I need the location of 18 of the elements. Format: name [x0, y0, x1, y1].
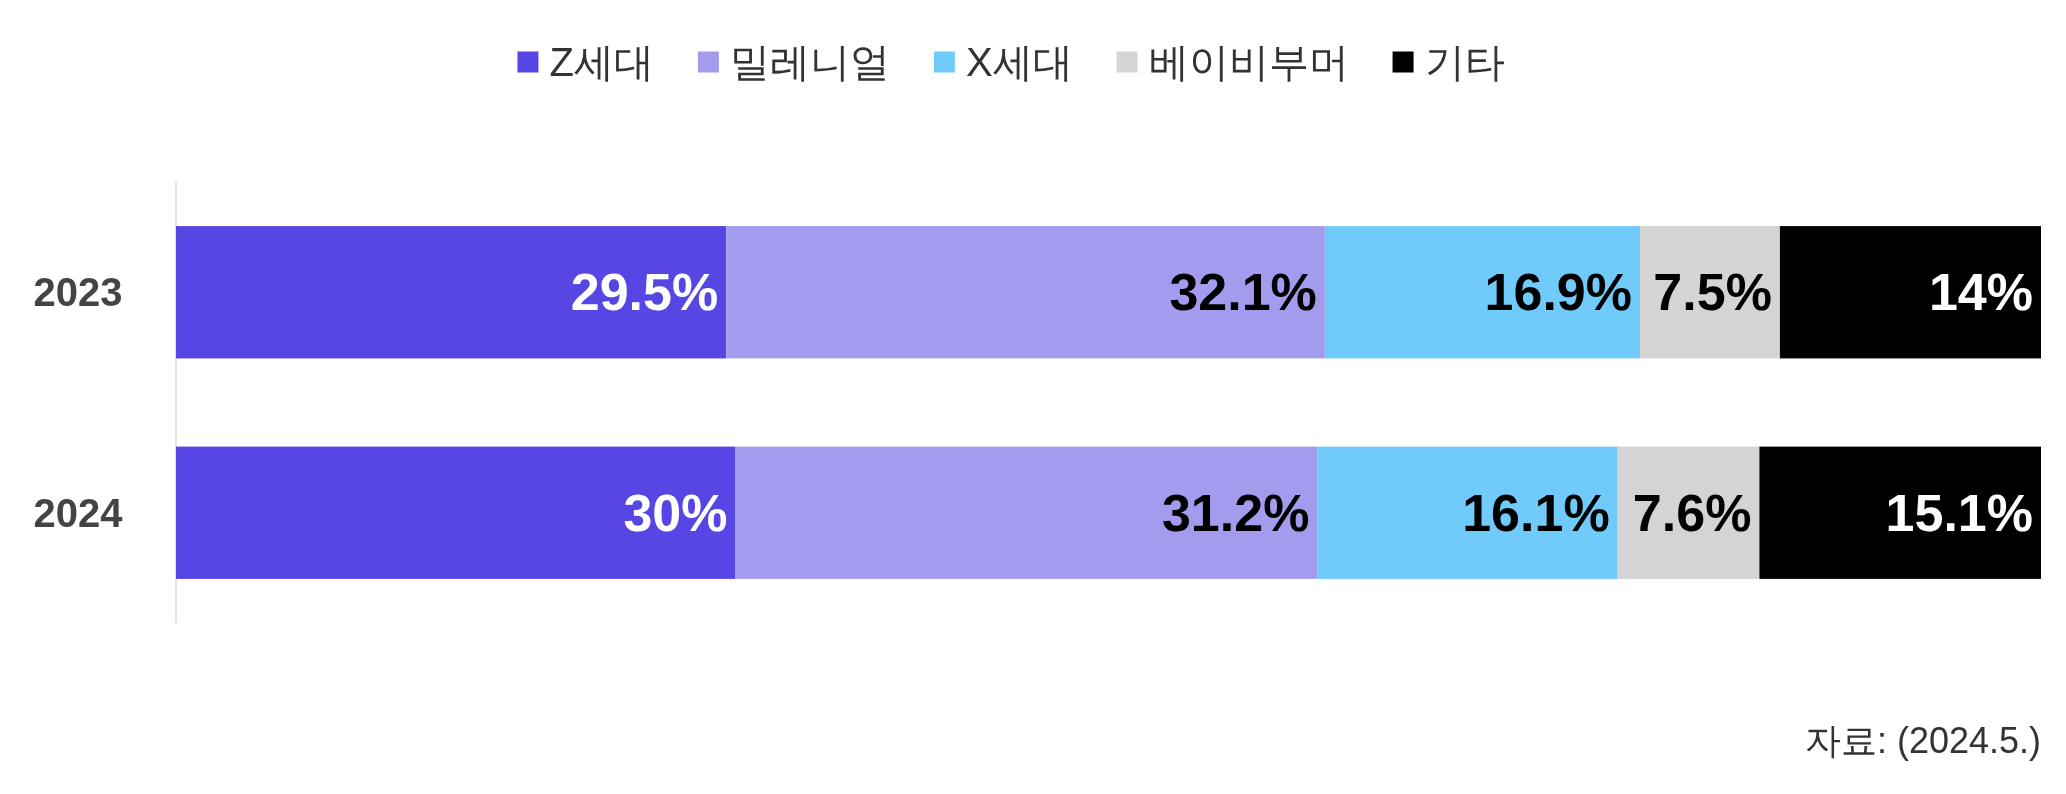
data-label: 30% — [623, 483, 728, 542]
legend-label: Z세대 — [549, 40, 654, 84]
legend-label: X세대 — [965, 40, 1073, 84]
legend-label: 밀레니얼 — [729, 40, 890, 84]
data-label: 16.1% — [1462, 483, 1610, 542]
data-label: 16.9% — [1484, 263, 1633, 322]
y-tick-label: 2024 — [33, 490, 124, 535]
y-tick-label: 2023 — [33, 270, 123, 315]
data-label: 31.2% — [1161, 483, 1310, 542]
text: 자료: (2024.5.) — [1804, 719, 2041, 761]
data-label: 7.5% — [1653, 263, 1772, 322]
data-label: 32.1% — [1169, 263, 1317, 322]
legend-label: 기타 — [1424, 40, 1505, 84]
legend-label: 베이비부머 — [1148, 40, 1349, 84]
data-label: 15.1% — [1885, 483, 2033, 542]
data-label: 14% — [1928, 263, 2033, 322]
data-label: 7.6% — [1632, 483, 1752, 542]
data-label: 29.5% — [570, 263, 719, 322]
